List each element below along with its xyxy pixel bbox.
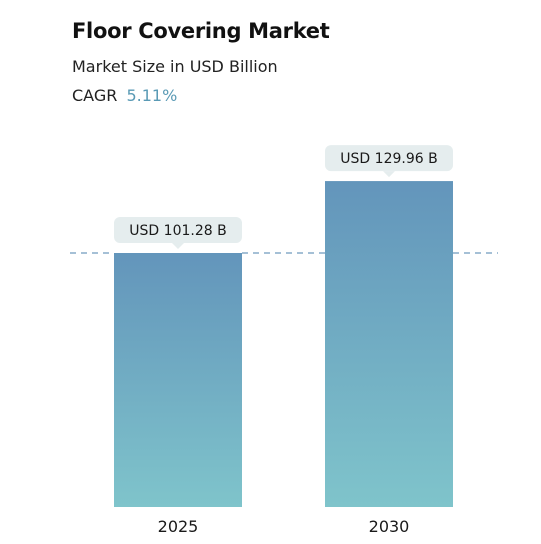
- value-callout-box: [114, 217, 242, 243]
- value-callout-2025: USD 101.28 B: [114, 217, 242, 249]
- value-callout-pointer: [172, 243, 184, 249]
- chart-subtitle: Market Size in USD Billion: [72, 57, 278, 76]
- cagr-label: CAGR: [72, 86, 118, 105]
- value-callout-box: [325, 145, 453, 172]
- value-label: USD 129.96 B: [340, 151, 437, 167]
- bar-2030: [325, 181, 453, 507]
- value-callout-pointer: [383, 171, 395, 178]
- bar-2025: [114, 253, 242, 507]
- x-tick-label: 2030: [369, 517, 410, 536]
- cagr-value: 5.11%: [126, 86, 178, 105]
- cagr-line: CAGR 5.11%: [72, 86, 177, 105]
- chart-title: Floor Covering Market: [72, 19, 330, 43]
- x-tick-label: 2025: [158, 517, 199, 536]
- value-label: USD 101.28 B: [129, 223, 226, 239]
- value-callout-2030: USD 129.96 B: [325, 145, 453, 178]
